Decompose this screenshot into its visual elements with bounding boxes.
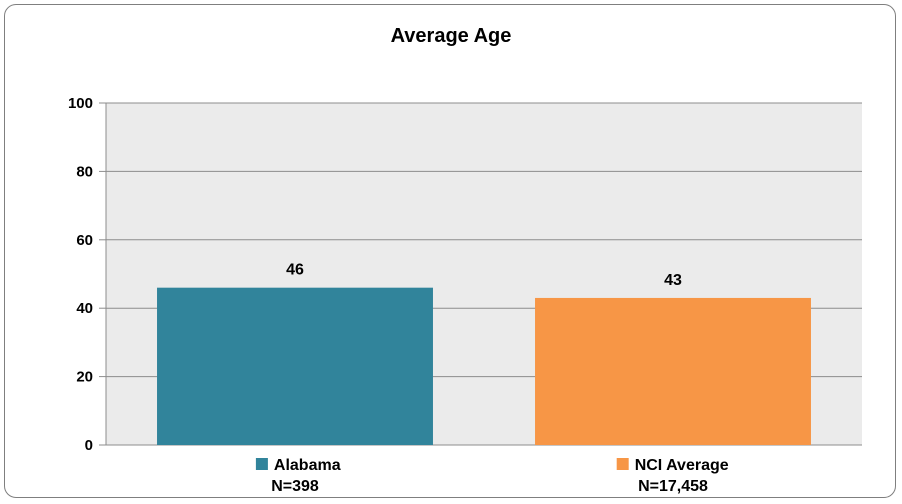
data-labels: 46 43 bbox=[286, 262, 682, 289]
y-axis-ticks: 0 20 40 60 80 100 bbox=[68, 95, 106, 454]
y-tick-label: 0 bbox=[85, 437, 93, 454]
y-tick-label: 60 bbox=[76, 232, 93, 249]
legend-swatch-2 bbox=[616, 458, 629, 470]
legend-label-1: Alabama bbox=[274, 457, 341, 474]
legend: Alabama N=398 NCI Average N=17,458 bbox=[255, 457, 729, 495]
legend-label-2: NCI Average bbox=[635, 457, 729, 474]
y-tick-label: 100 bbox=[68, 95, 93, 112]
bar-1 bbox=[157, 287, 433, 445]
legend-sample-size-1: N=398 bbox=[271, 478, 319, 495]
y-tick-label: 80 bbox=[76, 163, 93, 180]
legend-sample-size-2: N=17,458 bbox=[638, 478, 708, 495]
data-label-2: 43 bbox=[664, 272, 682, 289]
chart-title: Average Age bbox=[391, 25, 512, 47]
y-tick-label: 20 bbox=[76, 369, 93, 386]
data-label-1: 46 bbox=[286, 262, 304, 279]
bars bbox=[157, 287, 811, 445]
bar-2 bbox=[535, 297, 811, 445]
y-tick-label: 40 bbox=[76, 300, 93, 317]
legend-swatch-1 bbox=[255, 458, 268, 470]
